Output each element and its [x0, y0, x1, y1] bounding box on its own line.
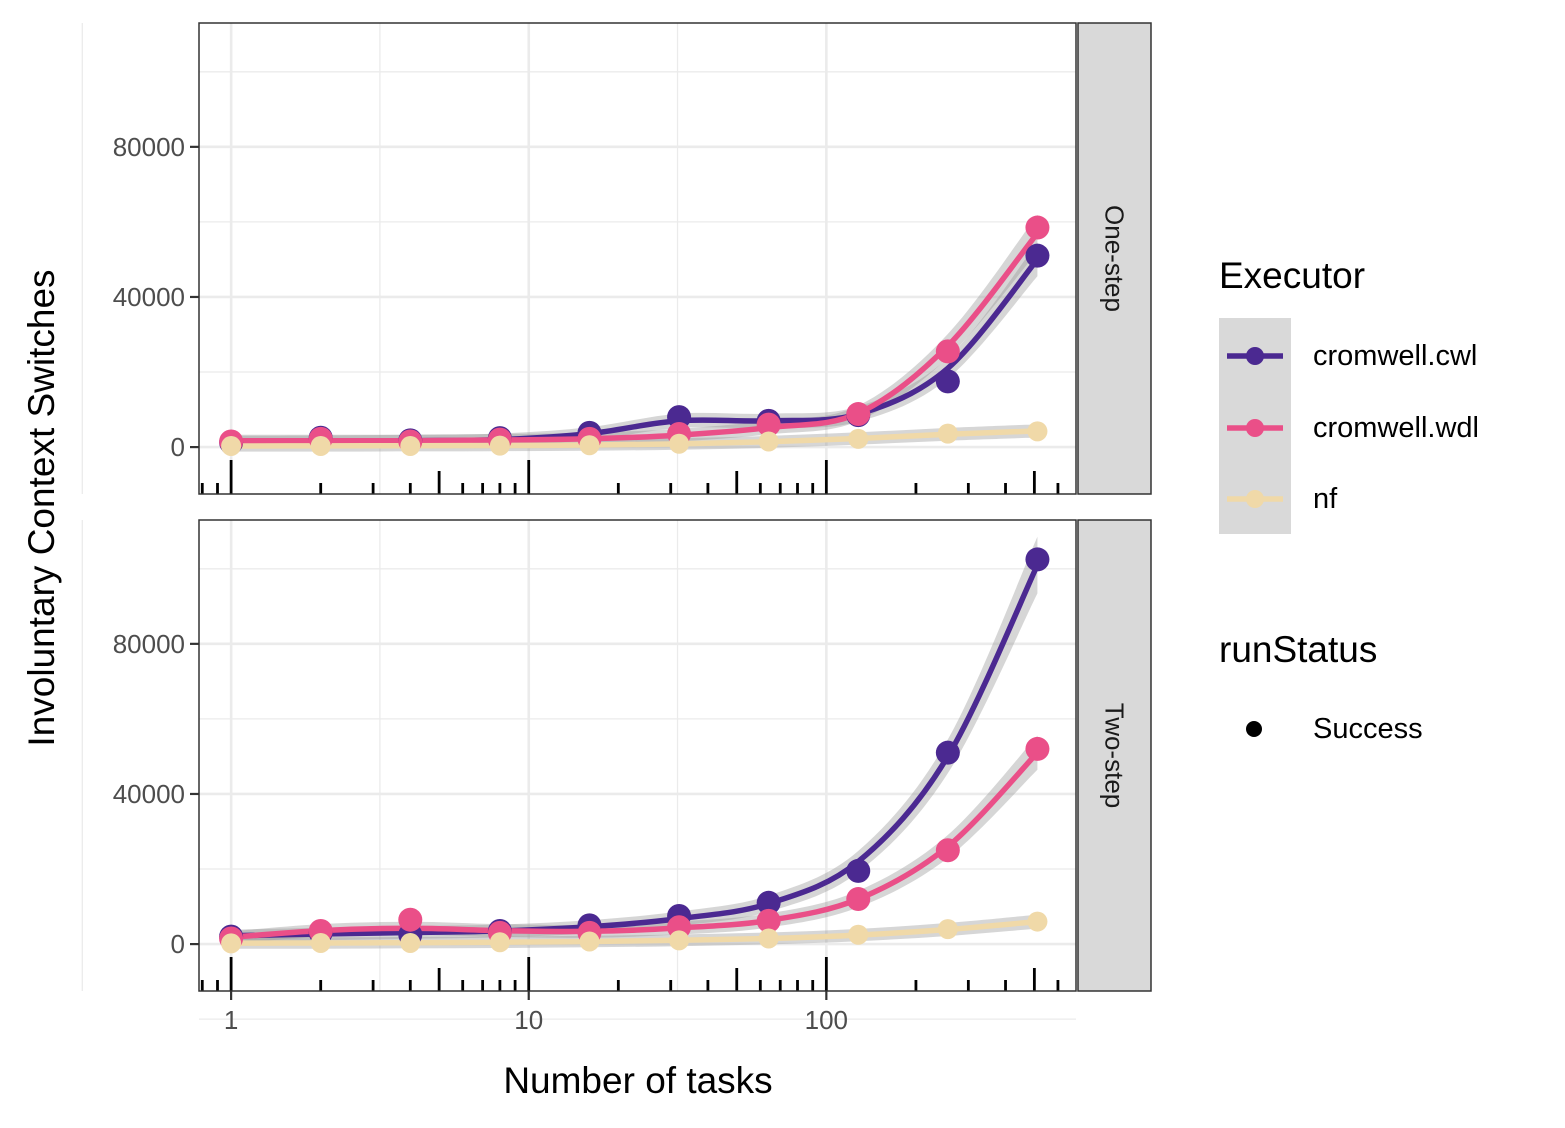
point-nf	[579, 435, 600, 456]
point-cromwell-wdl	[756, 908, 781, 933]
rug-ticks	[200, 957, 1060, 991]
point-nf	[400, 932, 421, 953]
point-cromwell-wdl	[935, 838, 960, 863]
point-cromwell-cwl	[667, 405, 692, 430]
panel-border	[198, 22, 1077, 495]
facet-strip-label: One-step	[1100, 205, 1130, 312]
point-cromwell-cwl	[935, 740, 960, 765]
fit-line-cromwell-wdl	[228, 230, 1041, 444]
point-cromwell-cwl	[846, 858, 871, 883]
point-nf	[489, 932, 510, 953]
legend-label-cromwell-wdl: cromwell.wdl	[1313, 412, 1479, 444]
x-tick-label: 100	[805, 1005, 848, 1035]
x-tick-label: 10	[514, 1005, 543, 1035]
fit-line-cromwell-wdl	[228, 749, 1041, 941]
point-nf	[400, 435, 421, 456]
legend-label-cromwell-cwl: cromwell.cwl	[1313, 340, 1477, 372]
point-nf	[1027, 911, 1048, 932]
point-nf	[669, 930, 690, 951]
y-tick-label: 80000	[113, 629, 185, 659]
point-cromwell-cwl	[1025, 547, 1050, 572]
point-cromwell-wdl	[1025, 215, 1050, 240]
point-nf	[937, 919, 958, 940]
plot-background	[199, 520, 1076, 991]
rug-ticks	[200, 460, 1060, 494]
point-nf	[310, 435, 331, 456]
gridlines	[81, 520, 1076, 1020]
point-nf	[937, 423, 958, 444]
point-cromwell-wdl	[1025, 736, 1050, 761]
panel-one-step: One-step 0 40000 80000	[81, 22, 1152, 523]
point-cromwell-wdl	[398, 907, 423, 932]
y-tick-label: 0	[171, 929, 185, 959]
legend: Executor cromwell.cwl cromwell.wdl nf runSta…	[1219, 255, 1479, 745]
x-axis-title: Number of tasks	[503, 1060, 772, 1101]
legend-key-point	[1246, 490, 1264, 508]
y-tick-label: 80000	[113, 132, 185, 162]
x-tick-label: 1	[224, 1005, 238, 1035]
point-cromwell-cwl	[756, 890, 781, 915]
legend-label-nf: nf	[1313, 483, 1338, 515]
point-cromwell-wdl	[846, 402, 871, 427]
legend-key-point	[1246, 347, 1264, 365]
panel-two-step: Two-step 0 40000 80000	[81, 519, 1152, 1020]
y-axis-title: Involuntary Context Switches	[21, 269, 62, 746]
point-nf	[758, 431, 779, 452]
legend-title-runstatus: runStatus	[1219, 629, 1377, 670]
point-cromwell-wdl	[935, 339, 960, 364]
point-nf	[310, 932, 331, 953]
legend-title-executor: Executor	[1219, 255, 1365, 296]
point-cromwell-cwl	[1025, 243, 1050, 268]
point-nf	[758, 928, 779, 949]
point-cromwell-wdl	[756, 412, 781, 437]
facet-strip-label: Two-step	[1100, 703, 1130, 809]
legend-key-status-point	[1246, 721, 1262, 737]
point-nf	[1027, 421, 1048, 442]
y-tick-label: 40000	[113, 282, 185, 312]
point-nf	[489, 435, 510, 456]
point-nf	[221, 435, 242, 456]
fit-line-nf	[228, 918, 1041, 946]
point-cromwell-wdl	[846, 887, 871, 912]
point-nf	[848, 924, 869, 945]
y-tick-label: 40000	[113, 779, 185, 809]
facet-strip	[1077, 519, 1152, 992]
plot-background	[199, 23, 1076, 494]
point-nf	[669, 433, 690, 454]
y-tick-label: 0	[171, 432, 185, 462]
point-cromwell-cwl	[935, 369, 960, 394]
facet-strip	[1077, 22, 1152, 495]
point-nf	[848, 428, 869, 449]
point-nf	[221, 933, 242, 954]
chart-panels: One-step 0 40000 80000 Two-step 0 40000 80000 1 1…	[81, 22, 1152, 1035]
legend-label-success: Success	[1313, 713, 1423, 745]
legend-key-point	[1246, 419, 1264, 437]
panel-border	[198, 519, 1077, 992]
fit-line-nf	[228, 428, 1041, 449]
point-nf	[579, 931, 600, 952]
